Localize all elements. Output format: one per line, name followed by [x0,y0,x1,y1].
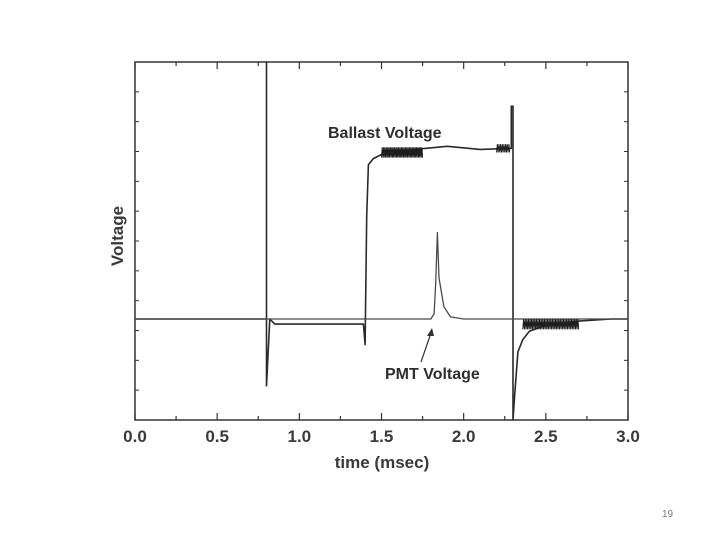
x-tick-label: 0.5 [205,427,229,446]
y-axis-label: Voltage [108,206,127,266]
ballast-ringing-band [496,144,511,153]
series-line-ballast-voltage [135,61,628,421]
slide-page-number: 19 [662,509,674,520]
x-tick-label: 1.5 [370,427,394,446]
x-tick-labels: 0.0 0.5 1.0 1.5 2.0 2.5 3.0 [123,427,640,446]
annotation-ballast-voltage: Ballast Voltage [328,125,442,142]
x-tick-label: 1.0 [288,427,312,446]
ballast-negative-ringing-band [522,318,580,330]
annotation-pmt-voltage: PMT Voltage [385,366,480,383]
x-tick-label: 3.0 [616,427,640,446]
x-tick-label: 2.5 [534,427,558,446]
x-tick-label: 0.0 [123,427,147,446]
pmt-arrowhead-icon [427,328,434,336]
plot-frame [134,61,629,421]
x-axis-label: time (msec) [335,453,429,472]
ballast-ringing-band [381,147,424,158]
x-tick-label: 2.0 [452,427,476,446]
axis-ticks [134,62,629,420]
series-line-pmt-voltage [135,231,628,320]
series-layer [135,61,628,421]
